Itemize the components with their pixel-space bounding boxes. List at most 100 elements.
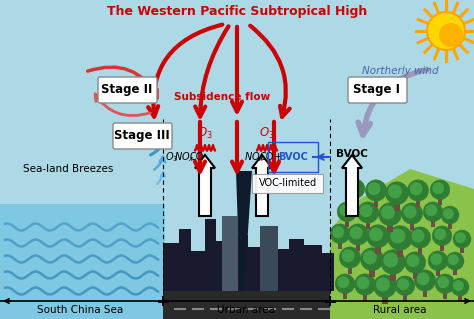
- Bar: [353, 197, 357, 204]
- Circle shape: [347, 224, 369, 245]
- FancyArrow shape: [342, 155, 362, 216]
- Circle shape: [410, 227, 431, 248]
- Text: Sea-land Breezes: Sea-land Breezes: [23, 164, 113, 174]
- Circle shape: [376, 278, 390, 291]
- Text: $O_3$: $O_3$: [165, 150, 179, 164]
- Bar: [418, 247, 422, 254]
- Text: VOC-limited: VOC-limited: [259, 178, 317, 188]
- Bar: [0, 204, 165, 319]
- Circle shape: [347, 181, 359, 193]
- Text: South China Sea: South China Sea: [37, 305, 123, 315]
- Circle shape: [332, 226, 344, 238]
- Bar: [387, 224, 392, 232]
- Circle shape: [337, 276, 349, 288]
- Bar: [403, 294, 407, 301]
- Circle shape: [403, 205, 417, 218]
- Circle shape: [451, 278, 469, 296]
- Text: Subsidence flow: Subsidence flow: [174, 92, 270, 102]
- Circle shape: [385, 182, 409, 205]
- Bar: [460, 247, 464, 253]
- Circle shape: [455, 232, 466, 243]
- Bar: [347, 267, 352, 274]
- Text: Rural area: Rural area: [373, 305, 427, 315]
- Bar: [436, 270, 440, 276]
- Circle shape: [361, 248, 383, 271]
- Bar: [394, 203, 400, 211]
- Circle shape: [435, 274, 455, 293]
- Polygon shape: [236, 171, 252, 291]
- Bar: [374, 200, 378, 207]
- Bar: [205, 219, 216, 291]
- Bar: [423, 290, 428, 297]
- Text: Stage III: Stage III: [114, 130, 170, 143]
- Bar: [179, 229, 191, 291]
- Bar: [438, 198, 442, 205]
- Circle shape: [345, 179, 365, 199]
- Bar: [365, 222, 370, 229]
- Circle shape: [397, 278, 409, 290]
- Circle shape: [357, 202, 379, 223]
- FancyBboxPatch shape: [98, 77, 157, 103]
- Circle shape: [360, 204, 373, 217]
- Circle shape: [339, 204, 351, 216]
- Bar: [248, 247, 260, 291]
- Bar: [431, 220, 435, 227]
- Bar: [343, 293, 347, 299]
- Circle shape: [453, 230, 471, 248]
- Text: $O_3$: $O_3$: [259, 126, 275, 141]
- Circle shape: [355, 274, 376, 295]
- Circle shape: [395, 276, 415, 296]
- Bar: [163, 243, 179, 291]
- Circle shape: [374, 275, 396, 298]
- Text: The Western Pacific Subtropical High: The Western Pacific Subtropical High: [107, 4, 367, 18]
- Circle shape: [448, 254, 459, 265]
- Circle shape: [443, 208, 454, 219]
- Text: BVOC: BVOC: [336, 149, 368, 159]
- Circle shape: [404, 252, 426, 273]
- Circle shape: [432, 182, 444, 194]
- Circle shape: [367, 182, 381, 195]
- Bar: [410, 223, 414, 230]
- Circle shape: [425, 204, 437, 216]
- Circle shape: [434, 228, 446, 240]
- Text: $NO_x$: $NO_x$: [245, 150, 265, 164]
- Circle shape: [369, 227, 383, 241]
- Bar: [222, 216, 238, 291]
- Bar: [363, 294, 367, 301]
- Bar: [369, 269, 374, 277]
- Bar: [163, 291, 330, 319]
- Bar: [413, 272, 417, 279]
- FancyBboxPatch shape: [113, 123, 172, 149]
- Bar: [304, 245, 322, 291]
- Circle shape: [446, 252, 464, 270]
- Bar: [453, 269, 457, 275]
- Bar: [443, 293, 447, 299]
- Bar: [260, 226, 278, 291]
- Bar: [356, 244, 360, 251]
- Circle shape: [388, 184, 402, 198]
- Circle shape: [441, 206, 459, 224]
- Circle shape: [417, 272, 429, 285]
- Bar: [440, 244, 444, 251]
- Polygon shape: [330, 169, 474, 319]
- Circle shape: [381, 250, 405, 274]
- Circle shape: [388, 226, 412, 250]
- Text: $O_3$: $O_3$: [197, 126, 213, 141]
- Text: Northerly wind: Northerly wind: [362, 66, 438, 76]
- Text: Urban area: Urban area: [217, 305, 275, 315]
- Circle shape: [430, 180, 450, 200]
- Text: BVOC: BVOC: [278, 152, 308, 162]
- Circle shape: [430, 253, 442, 265]
- Circle shape: [363, 250, 377, 264]
- Circle shape: [381, 205, 395, 219]
- Bar: [338, 242, 342, 249]
- Bar: [448, 223, 452, 229]
- Circle shape: [439, 23, 463, 47]
- Bar: [416, 200, 420, 207]
- Circle shape: [427, 12, 465, 50]
- Bar: [216, 241, 234, 291]
- Circle shape: [342, 249, 355, 262]
- Circle shape: [410, 182, 422, 195]
- Circle shape: [423, 202, 443, 222]
- Circle shape: [337, 202, 357, 222]
